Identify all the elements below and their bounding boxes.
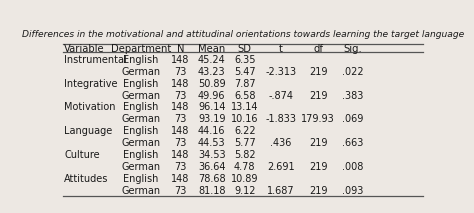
Text: German: German (121, 114, 161, 124)
Text: -2.313: -2.313 (265, 66, 296, 76)
Text: -.874: -.874 (268, 91, 293, 101)
Text: German: German (121, 91, 161, 101)
Text: Department: Department (111, 43, 171, 53)
Text: English: English (123, 127, 159, 136)
Text: Instrumental: Instrumental (64, 55, 127, 65)
Text: Integrative: Integrative (64, 79, 118, 89)
Text: Differences in the motivational and attitudinal orientations towards learning th: Differences in the motivational and atti… (22, 30, 464, 39)
Text: 179.93: 179.93 (301, 114, 335, 124)
Text: 73: 73 (174, 138, 187, 148)
Text: Mean: Mean (198, 43, 225, 53)
Text: 148: 148 (171, 79, 190, 89)
Text: 219: 219 (309, 66, 328, 76)
Text: 2.691: 2.691 (267, 162, 294, 172)
Text: 73: 73 (174, 162, 187, 172)
Text: 9.12: 9.12 (234, 186, 255, 196)
Text: 73: 73 (174, 186, 187, 196)
Text: 10.16: 10.16 (231, 114, 258, 124)
Text: English: English (123, 55, 159, 65)
Text: Motivation: Motivation (64, 102, 116, 112)
Text: 148: 148 (171, 127, 190, 136)
Text: 36.64: 36.64 (198, 162, 226, 172)
Text: .383: .383 (342, 91, 364, 101)
Text: English: English (123, 150, 159, 160)
Text: SD: SD (238, 43, 252, 53)
Text: 1.687: 1.687 (267, 186, 294, 196)
Text: German: German (121, 138, 161, 148)
Text: t: t (279, 43, 283, 53)
Text: 148: 148 (171, 55, 190, 65)
Text: English: English (123, 102, 159, 112)
Text: 10.89: 10.89 (231, 174, 258, 184)
Text: 148: 148 (171, 102, 190, 112)
Text: .663: .663 (342, 138, 364, 148)
Text: Attitudes: Attitudes (64, 174, 109, 184)
Text: 6.58: 6.58 (234, 91, 255, 101)
Text: 5.47: 5.47 (234, 66, 255, 76)
Text: 219: 219 (309, 186, 328, 196)
Text: Culture: Culture (64, 150, 100, 160)
Text: 44.53: 44.53 (198, 138, 226, 148)
Text: 6.22: 6.22 (234, 127, 255, 136)
Text: German: German (121, 162, 161, 172)
Text: 5.82: 5.82 (234, 150, 255, 160)
Text: 148: 148 (171, 150, 190, 160)
Text: 43.23: 43.23 (198, 66, 226, 76)
Text: .436: .436 (270, 138, 291, 148)
Text: 81.18: 81.18 (198, 186, 226, 196)
Text: 44.16: 44.16 (198, 127, 226, 136)
Text: N: N (177, 43, 184, 53)
Text: -1.833: -1.833 (265, 114, 296, 124)
Text: 96.14: 96.14 (198, 102, 226, 112)
Text: 78.68: 78.68 (198, 174, 226, 184)
Text: 50.89: 50.89 (198, 79, 226, 89)
Text: .069: .069 (342, 114, 364, 124)
Text: 93.19: 93.19 (198, 114, 226, 124)
Text: English: English (123, 174, 159, 184)
Text: 219: 219 (309, 91, 328, 101)
Text: 219: 219 (309, 138, 328, 148)
Text: 13.14: 13.14 (231, 102, 258, 112)
Text: 73: 73 (174, 114, 187, 124)
Text: .093: .093 (342, 186, 364, 196)
Text: df: df (313, 43, 323, 53)
Text: .008: .008 (342, 162, 364, 172)
Text: 6.35: 6.35 (234, 55, 255, 65)
Text: 45.24: 45.24 (198, 55, 226, 65)
Text: 4.78: 4.78 (234, 162, 255, 172)
Text: 73: 73 (174, 66, 187, 76)
Text: Sig.: Sig. (344, 43, 363, 53)
Text: German: German (121, 66, 161, 76)
Text: German: German (121, 186, 161, 196)
Text: 219: 219 (309, 162, 328, 172)
Text: Variable: Variable (64, 43, 105, 53)
Text: English: English (123, 79, 159, 89)
Text: 34.53: 34.53 (198, 150, 226, 160)
Text: 73: 73 (174, 91, 187, 101)
Text: 49.96: 49.96 (198, 91, 226, 101)
Text: 5.77: 5.77 (234, 138, 255, 148)
Text: 7.87: 7.87 (234, 79, 255, 89)
Text: 148: 148 (171, 174, 190, 184)
Text: .022: .022 (342, 66, 364, 76)
Text: Language: Language (64, 127, 113, 136)
